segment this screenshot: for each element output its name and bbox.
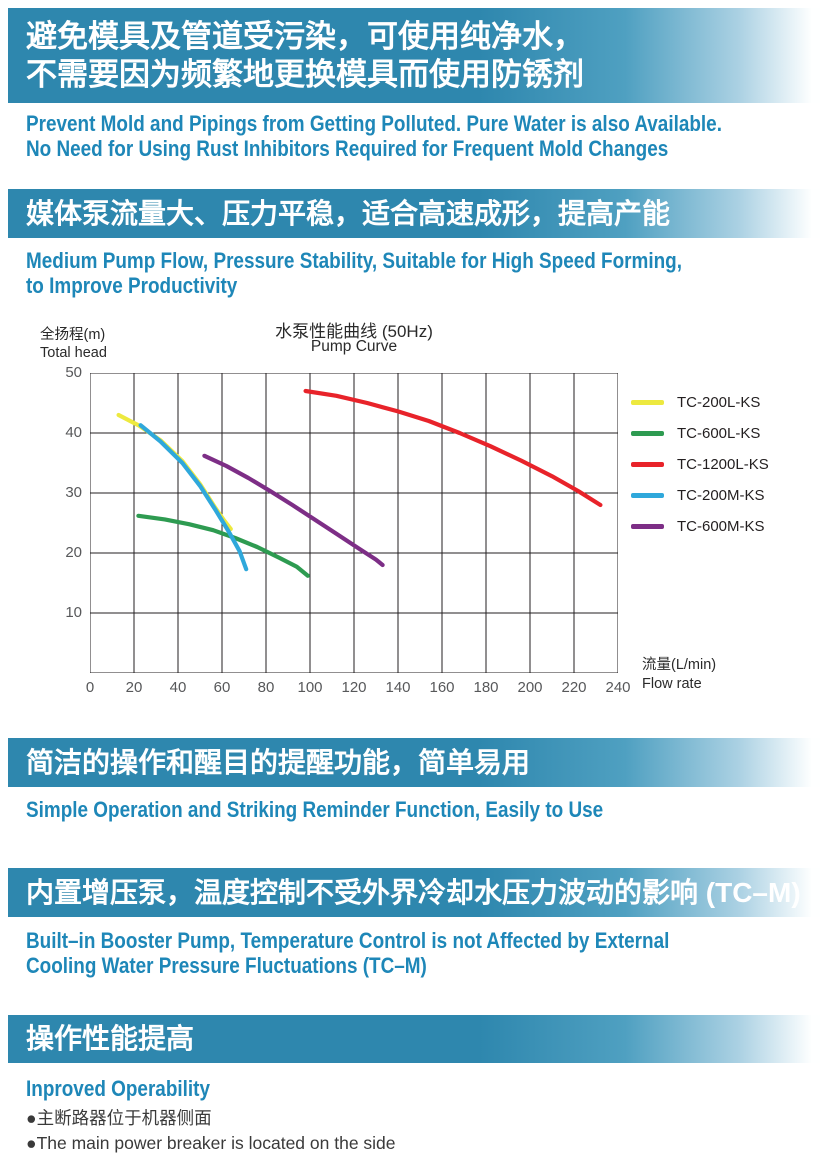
y-tick: 50: [65, 364, 82, 381]
curve-TC-600M-KS: [202, 453, 385, 568]
legend-item: TC-200M-KS: [631, 480, 769, 511]
curve-TC-1200L-KS: [303, 388, 603, 508]
x-tick: 20: [125, 679, 143, 696]
legend-item: TC-600L-KS: [631, 418, 769, 449]
legend-item: TC-600M-KS: [631, 511, 769, 542]
subhead-operability: Inproved Operability: [26, 1076, 210, 1101]
x-tick: 220: [561, 679, 587, 696]
subhead-mold-protection-line2: No Need for Using Rust Inhibitors Requir…: [26, 136, 669, 161]
subhead-mold-protection-line1: Prevent Mold and Pipings from Getting Po…: [26, 111, 722, 136]
banner-operability: 操作性能提高: [8, 1015, 820, 1063]
x-tick: 100: [297, 679, 323, 696]
chart-title-zh: 水泵性能曲线 (50Hz): [275, 322, 433, 341]
legend-item: TC-200L-KS: [631, 387, 769, 418]
subhead-simple-operation-line1: Simple Operation and Striking Reminder F…: [26, 797, 604, 822]
banner-pump-flow-line1: 媒体泵流量大、压力平稳，适合高速成形，提高产能: [26, 198, 671, 229]
banner-simple-operation-line1: 简洁的操作和醒目的提醒功能，简单易用: [26, 747, 531, 778]
legend-item: TC-1200L-KS: [631, 449, 769, 480]
y-axis-label: 全扬程(m) Total head: [40, 326, 107, 362]
banner-simple-operation: 简洁的操作和醒目的提醒功能，简单易用: [8, 738, 820, 787]
subhead-pump-flow-line1: Medium Pump Flow, Pressure Stability, Su…: [26, 248, 682, 273]
x-tick: 40: [169, 679, 187, 696]
legend-swatch-icon: [631, 462, 664, 467]
x-tick: 120: [341, 679, 367, 696]
banner-pump-flow: 媒体泵流量大、压力平稳，适合高速成形，提高产能: [8, 189, 820, 238]
bullet-main-breaker-en: ●The main power breaker is located on th…: [26, 1133, 396, 1153]
curve-TC-200L-KS: [116, 412, 233, 532]
x-tick: 180: [473, 679, 499, 696]
legend-swatch-icon: [631, 431, 664, 436]
legend-label: TC-200L-KS: [677, 394, 761, 411]
y-tick: 20: [65, 544, 82, 561]
x-tick: 0: [85, 679, 95, 696]
x-tick: 240: [605, 679, 631, 696]
banner-operability-line1: 操作性能提高: [26, 1023, 195, 1054]
legend-label: TC-600L-KS: [677, 425, 761, 442]
legend-label: TC-1200L-KS: [677, 456, 769, 473]
subhead-pump-flow: Medium Pump Flow, Pressure Stability, Su…: [26, 248, 682, 298]
subhead-operability-line1: Inproved Operability: [26, 1076, 210, 1101]
x-tick: 140: [385, 679, 411, 696]
subhead-simple-operation: Simple Operation and Striking Reminder F…: [26, 797, 603, 822]
y-axis-label-en: Total head: [40, 345, 107, 361]
x-tick: 160: [429, 679, 455, 696]
y-tick: 10: [65, 604, 82, 621]
x-axis-label-zh: 流量(L/min): [642, 657, 717, 673]
pump-curve-plot: [89, 372, 619, 674]
subhead-mold-protection: Prevent Mold and Pipings from Getting Po…: [26, 111, 722, 161]
banner-mold-protection-line2: 不需要因为频繁地更换模具而使用防锈剂: [26, 57, 584, 92]
subhead-booster-pump-line2: Cooling Water Pressure Fluctuations (TC–…: [26, 953, 427, 978]
legend-label: TC-200M-KS: [677, 487, 765, 504]
y-axis-label-zh: 全扬程(m): [40, 327, 106, 343]
legend-swatch-icon: [631, 524, 664, 529]
banner-mold-protection: 避免模具及管道受污染，可使用纯净水， 不需要因为频繁地更换模具而使用防锈剂: [8, 8, 820, 103]
banner-mold-protection-line1: 避免模具及管道受污染，可使用纯净水，: [26, 19, 584, 54]
x-axis-label-en: Flow rate: [642, 676, 702, 692]
legend-swatch-icon: [631, 493, 664, 498]
y-tick: 30: [65, 484, 82, 501]
subhead-booster-pump-line1: Built–in Booster Pump, Temperature Contr…: [26, 928, 670, 953]
y-tick: 40: [65, 424, 82, 441]
subhead-pump-flow-line2: to Improve Productivity: [26, 273, 238, 298]
x-tick: 200: [517, 679, 543, 696]
pump-curve-chart: 水泵性能曲线 (50Hz) Pump Curve 全扬程(m) Total he…: [0, 312, 820, 720]
pump-curve-svg: [89, 372, 619, 674]
subhead-booster-pump: Built–in Booster Pump, Temperature Contr…: [26, 928, 669, 978]
chart-legend: TC-200L-KS TC-600L-KS TC-1200L-KS TC-200M-K…: [631, 387, 769, 542]
curve-TC-200M-KS: [138, 423, 249, 572]
x-tick: 80: [257, 679, 275, 696]
x-axis-label: 流量(L/min) Flow rate: [642, 656, 716, 694]
banner-booster-pump-line1: 内置增压泵，温度控制不受外界冷却水压力波动的影响 (TC–M): [26, 877, 801, 908]
legend-label: TC-600M-KS: [677, 518, 765, 535]
feature-bullets: ●主断路器位于机器侧面 ●The main power breaker is l…: [26, 1106, 396, 1156]
x-tick: 60: [213, 679, 231, 696]
bullet-main-breaker-zh: ●主断路器位于机器侧面: [26, 1108, 212, 1128]
legend-swatch-icon: [631, 400, 664, 405]
curve-TC-600L-KS: [136, 513, 310, 578]
chart-title-en: Pump Curve: [310, 338, 398, 355]
banner-booster-pump: 内置增压泵，温度控制不受外界冷却水压力波动的影响 (TC–M): [8, 868, 820, 917]
